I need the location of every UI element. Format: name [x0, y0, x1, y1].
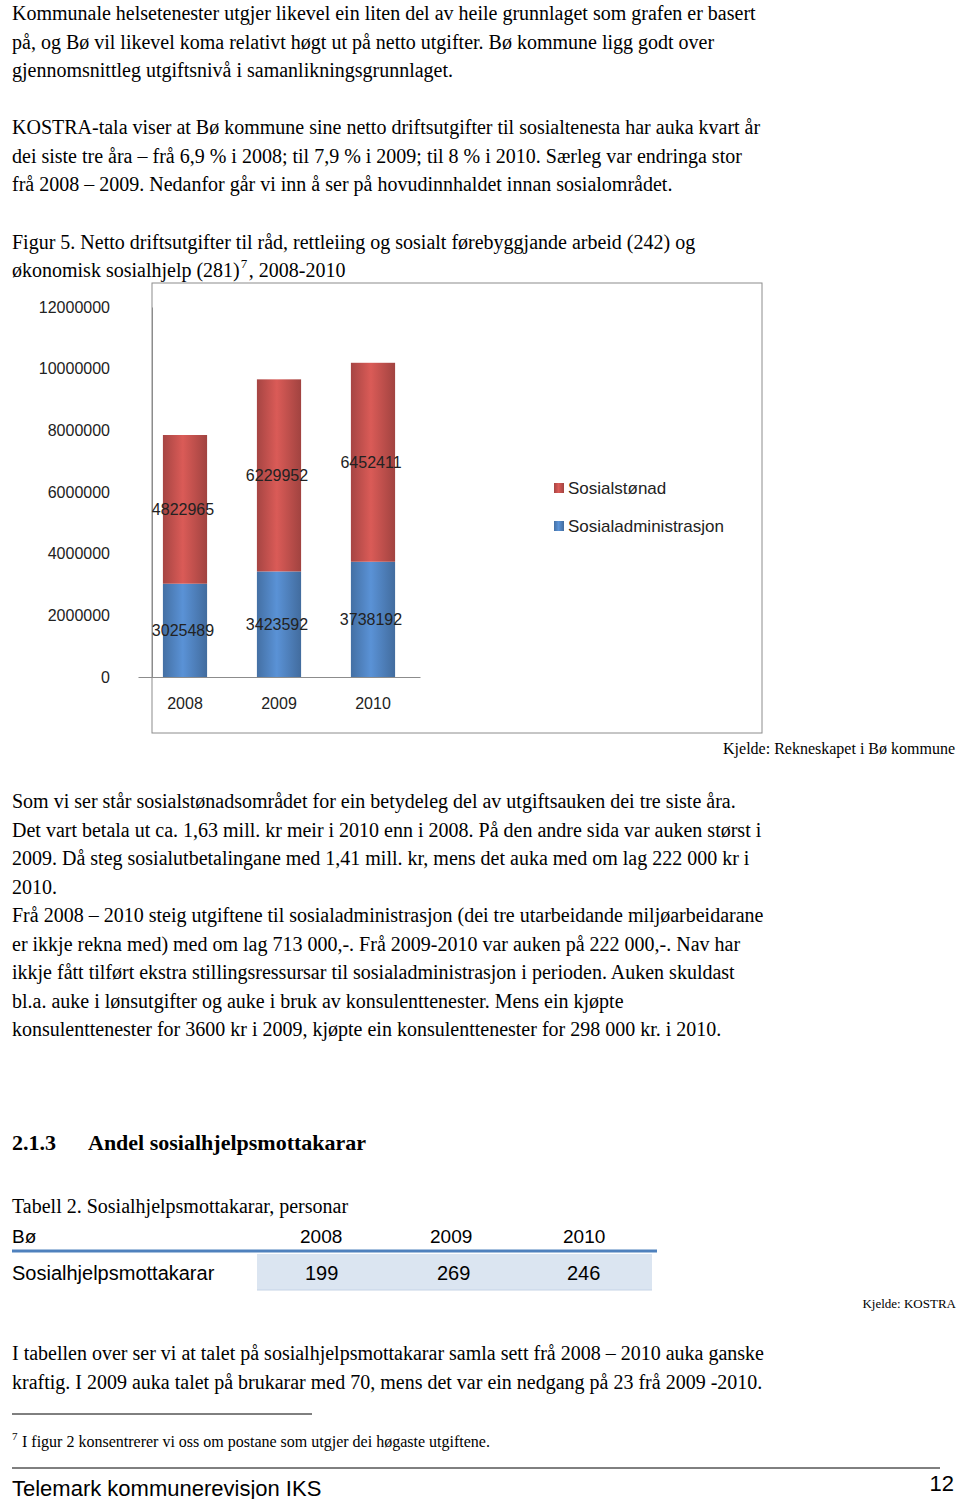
text-line: gjennomsnittleg utgiftsnivå i samanlikni…	[12, 59, 453, 82]
paragraph: Kommunale helsetenester utgjer likevel e…	[12, 2, 756, 82]
y-tick-label: 6000000	[48, 484, 110, 501]
table-rule	[12, 1250, 657, 1253]
table: Tabell 2. Sosialhjelpsmottakarar, person…	[12, 1195, 957, 1311]
table-cell-bg	[257, 1254, 652, 1290]
caption-line: , 2008-2010	[249, 259, 346, 281]
chart-frame	[152, 283, 762, 733]
y-tick: 6000000	[48, 484, 152, 501]
figure-caption: Figur 5. Netto driftsutgifter til råd, r…	[12, 231, 695, 282]
y-tick-label: 4000000	[48, 545, 110, 562]
table-title: Tabell 2. Sosialhjelpsmottakarar, person…	[12, 1195, 348, 1218]
footer-text: Telemark kommunerevisjon IKS	[12, 1476, 321, 1499]
x-axis-line	[139, 677, 421, 678]
heading-number: 2.1.3	[12, 1130, 56, 1155]
legend-label: Sosialadministrasjon	[568, 517, 724, 536]
footer: Telemark kommunerevisjon IKS 12	[12, 1468, 954, 1499]
text-line: konsulenttenester for 3600 kr i 2009, kj…	[12, 1018, 721, 1041]
x-tick: 2008	[167, 677, 203, 712]
data-label: 4822965	[152, 501, 214, 518]
table-rule	[257, 1290, 652, 1291]
text-line: er ikkje rekna med) med om lag 713 000,-…	[12, 933, 740, 956]
legend: Sosialstønad Sosialadministrasjon	[554, 479, 724, 536]
text-line: kraftig. I 2009 auka talet på brukarar m…	[12, 1371, 762, 1394]
y-axis: 0 2000000 4000000 6000000 8000000 10000000 120…	[39, 299, 153, 686]
text-line: I tabellen over ser vi at talet på sosia…	[12, 1342, 764, 1365]
table-cell: 269	[437, 1262, 470, 1284]
legend-swatch	[554, 521, 564, 531]
y-tick-label: 0	[101, 669, 110, 686]
data-label: 3738192	[340, 611, 402, 628]
y-tick: 10000000	[39, 360, 152, 377]
footnote-ref: 7	[241, 256, 248, 271]
table-header: 2010	[563, 1226, 605, 1247]
footnote-marker: 7	[12, 1430, 18, 1442]
y-tick-label: 10000000	[39, 360, 110, 377]
y-tick: 8000000	[48, 422, 152, 439]
table-source: Kjelde: KOSTRA	[862, 1296, 956, 1311]
text-line: ikkje fått tilført ekstra stillingsressu…	[12, 961, 735, 984]
text-line: Det vart betala ut ca. 1,63 mill. kr mei…	[12, 819, 762, 841]
caption-line: Figur 5. Netto driftsutgifter til råd, r…	[12, 231, 695, 254]
text-line: Kommunale helsetenester utgjer likevel e…	[12, 2, 756, 25]
text-line: frå 2008 – 2009. Nedanfor går vi inn å s…	[12, 173, 672, 196]
page-number: 12	[930, 1471, 954, 1496]
x-tick-label: 2008	[167, 695, 203, 712]
text-line: 2009. Då steg sosialutbetalingane med 1,…	[12, 847, 750, 870]
x-tick: 2009	[261, 677, 297, 712]
data-label: 3423592	[246, 616, 308, 633]
y-tick: 4000000	[48, 545, 152, 562]
y-tick-label: 8000000	[48, 422, 110, 439]
caption-line: økonomisk sosialhjelp (281)	[12, 259, 240, 282]
footnote-text: I figur 2 konsentrerer vi oss om postane…	[22, 1433, 490, 1451]
table-header: 2009	[430, 1226, 472, 1247]
y-tick-label: 12000000	[39, 299, 110, 316]
y-tick-label: 2000000	[48, 607, 110, 624]
table-header: 2008	[300, 1226, 342, 1247]
text-line: 2010.	[12, 876, 57, 898]
figure-source: Kjelde: Rekneskapet i Bø kommune	[723, 740, 955, 758]
heading-text: Andel sosialhjelpsmottakarar	[88, 1130, 366, 1155]
footnote: 7 I figur 2 konsentrerer vi oss om postan…	[12, 1414, 490, 1451]
table-header: Bø	[12, 1226, 37, 1247]
table-cell: 199	[305, 1262, 338, 1284]
table-cell: 246	[567, 1262, 600, 1284]
x-tick-label: 2010	[355, 695, 391, 712]
data-label: 6452411	[340, 454, 401, 471]
text-line: Frå 2008 – 2010 steig utgiftene til sosi…	[12, 904, 764, 927]
text-line: Som vi ser står sosialstønadsområdet for…	[12, 790, 736, 813]
x-tick-label: 2009	[261, 695, 297, 712]
y-tick: 12000000	[39, 299, 152, 316]
data-labels: 3025489 3423592 3738192 4822965 6229952 64524…	[152, 454, 402, 639]
footer-rule	[12, 1468, 940, 1469]
legend-swatch	[554, 483, 564, 493]
table-cell: Sosialhjelpsmottakarar	[12, 1262, 215, 1284]
text-line: KOSTRA-tala viser at Bø kommune sine net…	[12, 116, 760, 139]
x-tick: 2010	[355, 677, 391, 712]
chart: 0 2000000 4000000 6000000 8000000 10000000 120…	[39, 283, 762, 733]
x-axis: 2008 2009 2010	[139, 677, 421, 712]
footnote-rule	[12, 1414, 312, 1415]
text-line: bl.a. auke i lønsutgifter og auke i bruk…	[12, 990, 624, 1013]
data-label: 3025489	[152, 622, 214, 639]
text-line: dei siste tre åra – frå 6,9 % i 2008; ti…	[12, 145, 742, 168]
paragraph: Som vi ser står sosialstønadsområdet for…	[12, 790, 762, 898]
paragraph: I tabellen over ser vi at talet på sosia…	[12, 1342, 764, 1394]
heading: 2.1.3 Andel sosialhjelpsmottakarar	[12, 1130, 366, 1155]
series	[163, 363, 395, 584]
paragraph: Frå 2008 – 2010 steig utgiftene til sosi…	[12, 904, 764, 1041]
y-tick: 2000000	[48, 607, 152, 624]
data-label: 6229952	[246, 467, 308, 484]
text-line: på, og Bø vil likevel koma relativt høgt…	[12, 31, 714, 54]
paragraph: KOSTRA-tala viser at Bø kommune sine net…	[12, 116, 760, 196]
legend-label: Sosialstønad	[568, 479, 666, 498]
page: Kommunale helsetenester utgjer likevel e…	[0, 0, 960, 1499]
